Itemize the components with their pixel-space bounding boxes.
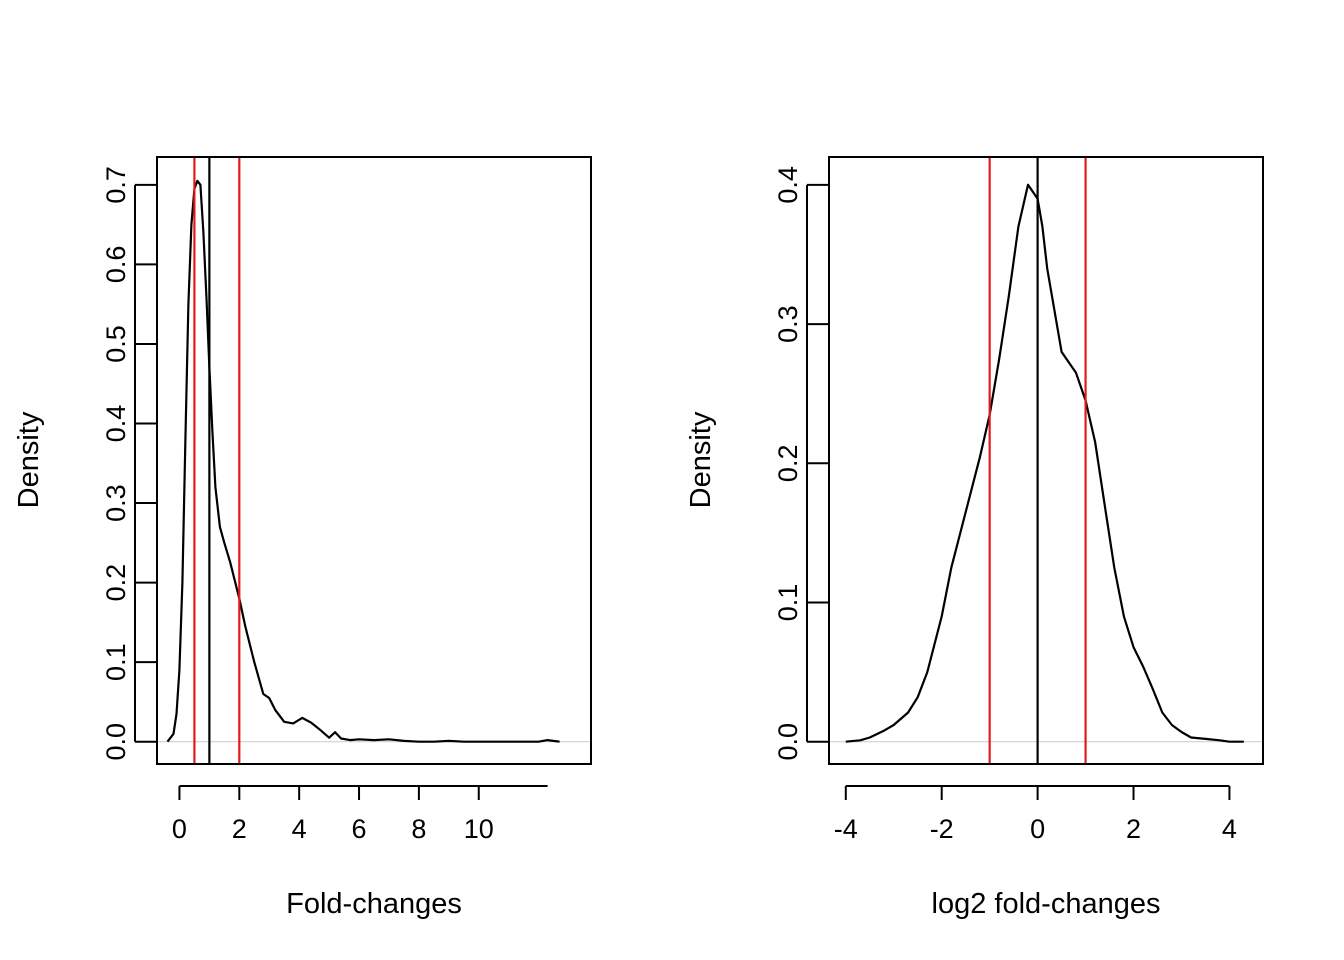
x-axis-label: log2 fold-changes bbox=[932, 888, 1161, 920]
x-tick-label: 4 bbox=[1222, 814, 1237, 844]
x-axis-label: Fold-changes bbox=[286, 888, 462, 920]
plot-frame bbox=[828, 156, 1264, 765]
y-tick-label: 0.7 bbox=[101, 166, 131, 204]
plot-frame bbox=[156, 156, 592, 765]
y-tick-label: 0.2 bbox=[101, 564, 131, 602]
fold-change-density-panel: Fold-changes Density 0 2 4 6 8 10 0.0 0.1 0.2 0.3… bbox=[13, 156, 592, 920]
x-tick-label: -4 bbox=[834, 814, 858, 844]
y-tick-label: 0.1 bbox=[101, 643, 131, 681]
y-tick-label: 0.0 bbox=[101, 723, 131, 761]
y-tick-label: 0.0 bbox=[773, 723, 803, 761]
y-tick-label: 0.3 bbox=[773, 305, 803, 343]
x-tick-label: 4 bbox=[292, 814, 307, 844]
y-tick-label: 0.1 bbox=[773, 584, 803, 622]
density-curve bbox=[166, 179, 560, 743]
x-tick-label: 2 bbox=[232, 814, 247, 844]
y-tick-label: 0.6 bbox=[101, 246, 131, 284]
y-axis-label: Density bbox=[685, 411, 717, 508]
x-tick-label: 0 bbox=[1030, 814, 1045, 844]
x-tick-label: 10 bbox=[464, 814, 494, 844]
y-tick-label: 0.4 bbox=[773, 166, 803, 204]
x-tick-label: 2 bbox=[1126, 814, 1141, 844]
x-tick-label: 8 bbox=[411, 814, 426, 844]
y-tick-label: 0.2 bbox=[773, 445, 803, 483]
x-tick-label: -2 bbox=[930, 814, 954, 844]
log2-fold-change-density-panel: log2 fold-changes Density -4 -2 0 2 4 0.0 0.1 0… bbox=[685, 156, 1264, 920]
y-tick-label: 0.5 bbox=[101, 325, 131, 363]
y-axis-label: Density bbox=[13, 411, 45, 508]
x-tick-label: 6 bbox=[352, 814, 367, 844]
y-tick-label: 0.3 bbox=[101, 484, 131, 522]
density-curve bbox=[845, 183, 1244, 743]
x-tick-label: 0 bbox=[172, 814, 187, 844]
y-tick-label: 0.4 bbox=[101, 405, 131, 443]
